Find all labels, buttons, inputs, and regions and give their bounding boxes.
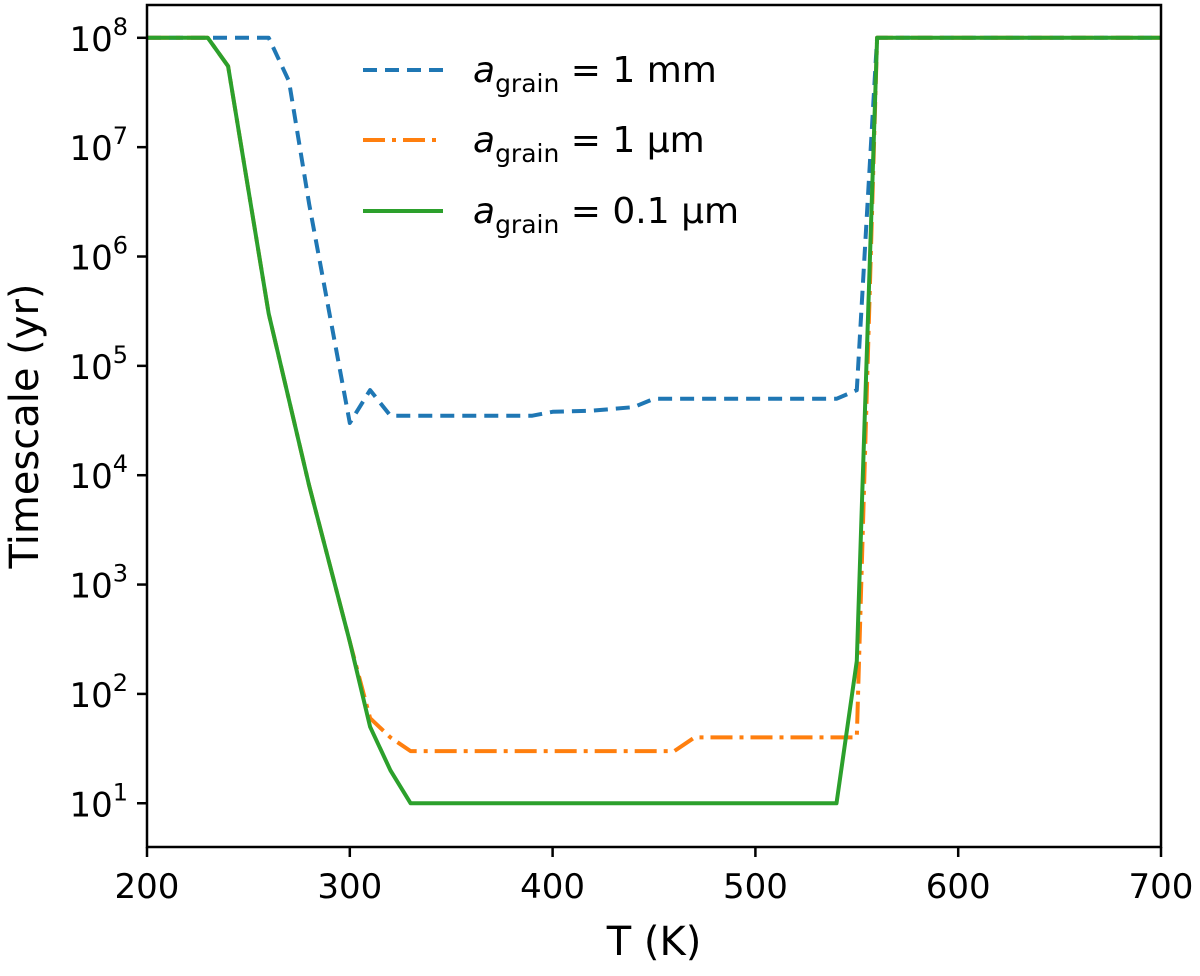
axes-frame xyxy=(145,3,1163,849)
x-axis-title: T (K) xyxy=(606,919,702,965)
legend-label-2: agrain = 1 μm xyxy=(473,120,705,168)
x-tick-label: 500 xyxy=(723,867,788,907)
y-tick-label: 101 xyxy=(69,778,128,825)
legend-label-1: agrain = 1 mm xyxy=(473,50,717,98)
ticks-layer: 200 300 400 500 600 700 101 102 103 104 105 106 107 1… xyxy=(69,13,1193,907)
y-tick-label: 107 xyxy=(69,122,128,169)
series-line-1 xyxy=(147,35,1161,425)
series-layer xyxy=(147,35,1161,806)
x-tick-label: 200 xyxy=(115,867,180,907)
x-tick-label: 600 xyxy=(926,867,991,907)
y-axis-title: Timescale (yr) xyxy=(2,284,48,570)
x-tick-label: 700 xyxy=(1129,867,1194,907)
x-tick-label: 300 xyxy=(317,867,382,907)
legend-label-3: agrain = 0.1 μm xyxy=(473,191,739,239)
y-tick-label: 108 xyxy=(69,13,128,60)
y-tick-label: 102 xyxy=(69,669,128,716)
x-tick-label: 400 xyxy=(520,867,585,907)
series-line-3 xyxy=(147,35,1161,806)
y-tick-label: 103 xyxy=(69,560,128,607)
y-tick-label: 104 xyxy=(69,450,128,497)
y-tick-label: 105 xyxy=(69,341,128,388)
legend: agrain = 1 mm agrain = 1 μm agrain = 0.1 μ… xyxy=(363,50,739,239)
y-tick-label: 106 xyxy=(69,232,128,279)
